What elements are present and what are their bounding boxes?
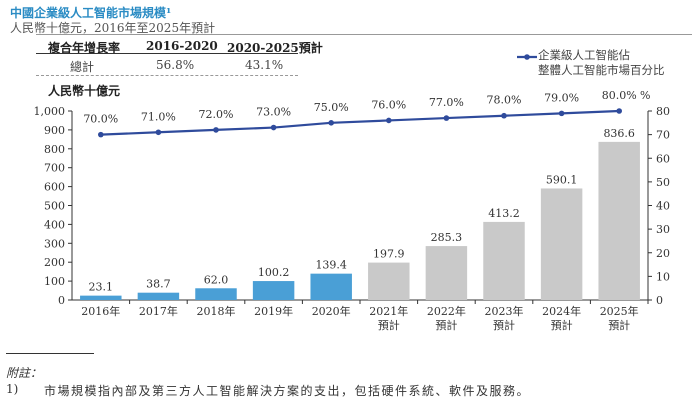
bar-label: 38.7 bbox=[146, 278, 171, 291]
y-tick-label: 600 bbox=[44, 181, 65, 194]
y2-tick-label: 40 bbox=[656, 200, 670, 213]
line-point bbox=[501, 112, 507, 119]
y-tick-label: 700 bbox=[44, 162, 65, 175]
line-point bbox=[213, 127, 219, 133]
bar bbox=[310, 273, 352, 300]
legend-line2: 整體人工智能市場百分比 bbox=[538, 63, 665, 77]
y-axis-label: 人民幣十億元 bbox=[48, 84, 121, 98]
bar bbox=[425, 246, 468, 300]
line-point bbox=[155, 129, 162, 136]
bar bbox=[137, 292, 180, 300]
line-series bbox=[100, 109, 620, 136]
line-point bbox=[98, 131, 104, 138]
bar-label: 139.4 bbox=[315, 259, 347, 272]
x-tick-label: 預計 bbox=[608, 318, 630, 332]
line-label: 71.0% bbox=[141, 110, 176, 123]
bar-label: 590.1 bbox=[546, 173, 578, 186]
x-tick-label: 2025年 bbox=[600, 304, 639, 318]
bar-label: 413.2 bbox=[488, 207, 520, 220]
x-tick-label: 2018年 bbox=[197, 304, 236, 318]
cagr-cell: 43.1% bbox=[245, 58, 284, 72]
y2-tick-label: 10 bbox=[656, 270, 670, 283]
line-label: 75.0% bbox=[314, 101, 349, 114]
line-point bbox=[270, 124, 277, 131]
y2-axis-label: % bbox=[640, 89, 650, 102]
line-label: 73.0% bbox=[256, 106, 291, 119]
y-tick-label: 500 bbox=[44, 200, 65, 213]
bar bbox=[80, 295, 122, 300]
line-point bbox=[558, 110, 565, 117]
bar-label: 836.6 bbox=[603, 127, 635, 140]
bar bbox=[598, 141, 640, 300]
line-label: 79.0% bbox=[544, 91, 579, 104]
bar bbox=[195, 288, 237, 300]
bar bbox=[540, 188, 583, 300]
line-label: 80.0% bbox=[602, 89, 637, 102]
bar bbox=[252, 281, 295, 300]
x-tick-label: 2021年 bbox=[369, 304, 408, 318]
bar-label: 100.2 bbox=[258, 266, 290, 279]
y-tick-label: 0 bbox=[58, 294, 65, 307]
y2-tick-label: 60 bbox=[656, 152, 670, 165]
bar-label: 285.3 bbox=[431, 231, 463, 244]
divider bbox=[6, 353, 94, 354]
line-label: 72.0% bbox=[199, 108, 234, 121]
x-tick-label: 2017年 bbox=[139, 304, 178, 318]
x-tick-label: 2024年 bbox=[542, 304, 581, 318]
y-tick-label: 900 bbox=[44, 124, 65, 137]
x-tick-label: 預計 bbox=[378, 318, 400, 332]
y-tick-label: 200 bbox=[44, 256, 65, 269]
bar-label: 23.1 bbox=[89, 281, 114, 294]
y2-tick-label: 50 bbox=[656, 176, 670, 189]
divider bbox=[36, 53, 298, 54]
line-label: 76.0% bbox=[371, 98, 406, 111]
y-tick-label: 300 bbox=[44, 237, 65, 250]
cagr-cell: 總計 bbox=[70, 60, 95, 74]
y-tick-label: 400 bbox=[44, 218, 65, 231]
y2-tick-label: 70 bbox=[656, 129, 670, 142]
y2-tick-label: 20 bbox=[656, 247, 670, 260]
footnote-number: 1) bbox=[6, 382, 19, 396]
cagr-header: 複合年增長率 bbox=[48, 41, 121, 55]
line-label: 70.0% bbox=[83, 113, 118, 126]
divider bbox=[36, 34, 692, 35]
line-point bbox=[386, 117, 392, 124]
y-tick-label: 800 bbox=[44, 143, 65, 156]
y2-tick-label: 80 bbox=[656, 105, 670, 118]
bar bbox=[483, 221, 525, 300]
cagr-header: 2020-2025預計 bbox=[227, 41, 323, 55]
y-tick-label: 1,000 bbox=[34, 105, 66, 118]
line-point bbox=[443, 115, 450, 121]
x-tick-label: 預計 bbox=[551, 318, 573, 332]
chart-title: 中國企業級人工智能市場規模¹ bbox=[10, 6, 172, 20]
bar bbox=[368, 262, 410, 300]
footnote-heading: 附註： bbox=[6, 366, 43, 380]
footnote-text: 市場規模指內部及第三方人工智能解決方案的支出，包括硬件系統、軟件及服務。 bbox=[44, 384, 531, 398]
y2-tick-label: 0 bbox=[656, 294, 663, 307]
line-point bbox=[616, 108, 622, 114]
x-tick-label: 2019年 bbox=[254, 304, 293, 318]
x-tick-label: 2020年 bbox=[312, 304, 351, 318]
chart: 0 100 200 300 400 500 600 700 800 900 1,000 0 10 20 30… bbox=[34, 54, 670, 332]
line-label: 77.0% bbox=[429, 96, 464, 109]
cagr-header: 2016-2020 bbox=[146, 39, 218, 53]
line-label: 78.0% bbox=[487, 94, 522, 107]
legend: 企業級人工智能佔 整體人工智能市場百分比 bbox=[538, 48, 692, 78]
bar-label: 197.9 bbox=[373, 248, 405, 261]
x-tick-label: 2023年 bbox=[485, 304, 524, 318]
legend-line1: 企業級人工智能佔 bbox=[538, 48, 630, 62]
y2-tick-label: 30 bbox=[656, 223, 670, 236]
line-point bbox=[328, 120, 335, 126]
x-tick-label: 2016年 bbox=[81, 304, 120, 318]
y-tick-label: 100 bbox=[44, 275, 65, 288]
x-tick-label: 預計 bbox=[493, 318, 515, 332]
bar-label: 62.0 bbox=[204, 273, 229, 286]
divider bbox=[36, 75, 298, 76]
x-tick-label: 預計 bbox=[435, 318, 457, 332]
cagr-cell: 56.8% bbox=[156, 58, 195, 72]
chart-subtitle: 人民幣十億元，2016年至2025年預計 bbox=[10, 21, 216, 35]
x-tick-label: 2022年 bbox=[427, 304, 466, 318]
legend-marker bbox=[524, 54, 530, 60]
